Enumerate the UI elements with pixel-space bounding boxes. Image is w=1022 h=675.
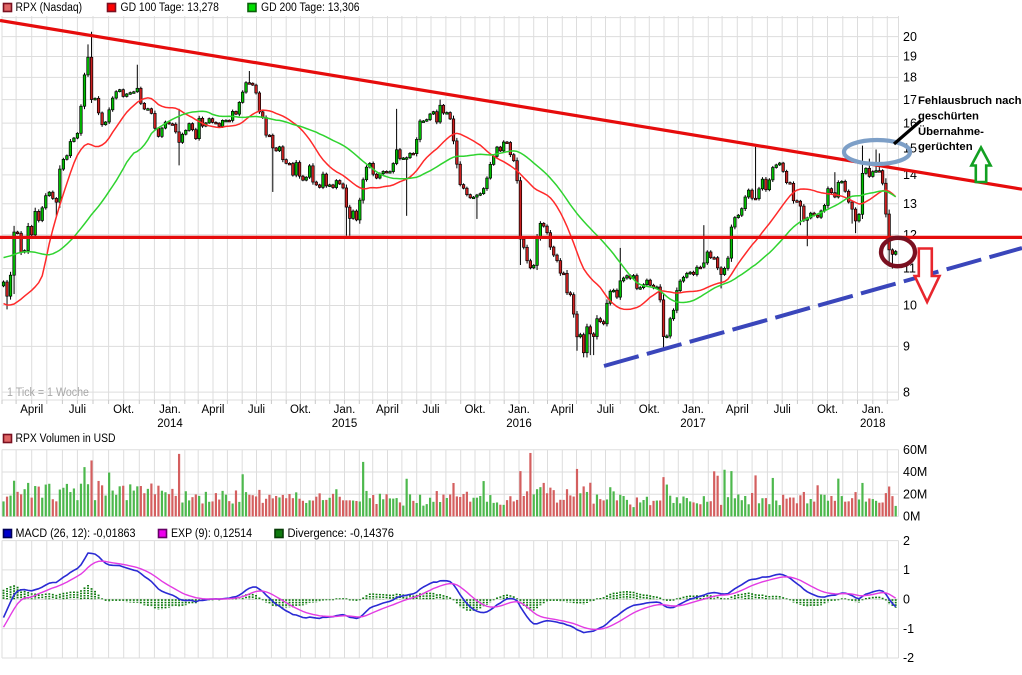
- svg-text:geschürten: geschürten: [918, 110, 979, 122]
- svg-text:Juli: Juli: [422, 404, 439, 416]
- svg-text:60M: 60M: [903, 443, 927, 457]
- svg-text:20M: 20M: [903, 487, 927, 501]
- svg-text:-1: -1: [903, 622, 914, 636]
- svg-text:0: 0: [903, 593, 910, 607]
- svg-text:17: 17: [903, 93, 917, 107]
- svg-text:April: April: [726, 404, 749, 416]
- svg-text:8: 8: [903, 385, 910, 399]
- svg-text:20: 20: [903, 30, 917, 44]
- svg-text:Juli: Juli: [69, 404, 86, 416]
- svg-text:April: April: [20, 404, 43, 416]
- svg-text:Übernahme-: Übernahme-: [918, 125, 984, 138]
- svg-text:Juli: Juli: [248, 404, 265, 416]
- svg-text:Jan.: Jan.: [508, 404, 530, 416]
- svg-text:RPX (Nasdaq): RPX (Nasdaq): [16, 2, 83, 14]
- svg-text:Okt.: Okt.: [113, 404, 134, 416]
- svg-text:2018: 2018: [860, 418, 886, 430]
- svg-text:2016: 2016: [506, 418, 532, 430]
- svg-text:MACD (26, 12): -0,01863: MACD (26, 12): -0,01863: [16, 528, 136, 540]
- svg-text:Divergence: -0,14376: Divergence: -0,14376: [288, 528, 394, 540]
- svg-text:Jan.: Jan.: [682, 404, 704, 416]
- svg-text:1 Tick = 1 Woche: 1 Tick = 1 Woche: [7, 387, 89, 399]
- svg-text:40M: 40M: [903, 465, 927, 479]
- svg-text:GD 200 Tage: 13,306: GD 200 Tage: 13,306: [261, 2, 360, 14]
- svg-text:Okt.: Okt.: [464, 404, 485, 416]
- svg-text:1: 1: [903, 563, 910, 577]
- svg-text:Fehlausbruch nach: Fehlausbruch nach: [918, 95, 1022, 107]
- svg-text:2015: 2015: [332, 418, 358, 430]
- svg-text:April: April: [551, 404, 574, 416]
- svg-text:Jan.: Jan.: [334, 404, 356, 416]
- svg-text:Okt.: Okt.: [817, 404, 838, 416]
- svg-text:Okt.: Okt.: [639, 404, 660, 416]
- svg-text:Juli: Juli: [597, 404, 614, 416]
- svg-text:RPX Volumen in USD: RPX Volumen in USD: [16, 433, 116, 445]
- svg-text:GD 100 Tage: 13,278: GD 100 Tage: 13,278: [121, 2, 219, 14]
- svg-text:Juli: Juli: [774, 404, 791, 416]
- svg-text:13: 13: [903, 197, 917, 211]
- svg-text:gerüchten: gerüchten: [918, 141, 973, 153]
- svg-text:0M: 0M: [903, 510, 920, 524]
- svg-text:2: 2: [903, 534, 910, 548]
- svg-text:19: 19: [903, 50, 917, 64]
- svg-text:2017: 2017: [680, 418, 706, 430]
- svg-text:Jan.: Jan.: [159, 404, 181, 416]
- svg-text:2014: 2014: [157, 418, 183, 430]
- svg-text:9: 9: [903, 340, 910, 354]
- svg-text:-2: -2: [903, 651, 914, 665]
- svg-text:Okt.: Okt.: [290, 404, 311, 416]
- svg-text:Jan.: Jan.: [862, 404, 884, 416]
- svg-text:10: 10: [903, 299, 917, 313]
- svg-text:April: April: [201, 404, 224, 416]
- svg-text:18: 18: [903, 71, 917, 85]
- svg-text:EXP (9): 0,12514: EXP (9): 0,12514: [171, 528, 253, 540]
- svg-text:April: April: [376, 404, 399, 416]
